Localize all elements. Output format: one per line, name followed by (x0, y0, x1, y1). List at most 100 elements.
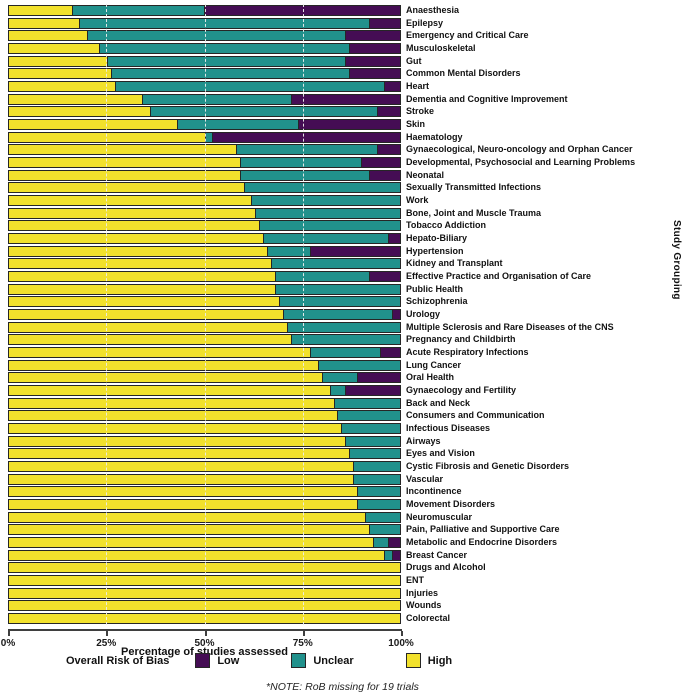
bar-segment-low (360, 157, 400, 167)
chart-row: Neuromuscular (8, 511, 678, 524)
bar-segment-high (9, 233, 264, 243)
bar-segment-high (9, 309, 283, 319)
bar-segment-unclear (356, 500, 400, 510)
bar-segment-high (9, 385, 330, 395)
bar-segment-unclear (98, 43, 350, 53)
row-label: Vascular (406, 473, 444, 484)
chart-row: Schizophrenia (8, 295, 678, 308)
bar-segment-high (9, 614, 400, 624)
row-label: Lung Cancer (406, 359, 462, 370)
row-label: Oral Health (406, 372, 455, 383)
row-label: Schizophrenia (406, 296, 468, 307)
stacked-bar (8, 55, 401, 67)
bar-segment-unclear (235, 145, 377, 155)
bar-segment-unclear (267, 246, 311, 256)
chart-row: Injuries (8, 587, 678, 600)
bar-segment-unclear (384, 550, 393, 560)
stacked-bar (8, 194, 401, 206)
stacked-bar (8, 613, 401, 625)
row-label: Stroke (406, 106, 435, 117)
bar-segment-high (9, 43, 99, 53)
chart-row: Sexually Transmitted Infections (8, 181, 678, 194)
bar-segment-low (388, 538, 400, 548)
bar-segment-high (9, 259, 271, 269)
bar-segment-high (9, 297, 279, 307)
row-label: Anaesthesia (406, 4, 460, 15)
bar-segment-low (384, 81, 400, 91)
bar-segment-low (376, 145, 400, 155)
row-label: Urology (406, 308, 441, 319)
bar-segment-high (9, 373, 322, 383)
chart-row: Urology (8, 308, 678, 321)
chart-row: Tobacco Addiction (8, 219, 678, 232)
row-label: Tobacco Addiction (406, 220, 486, 231)
stacked-bar (8, 207, 401, 219)
bar-segment-low (204, 5, 400, 15)
x-axis: 0% 25% 50% 75% 100% (1, 629, 414, 649)
chart-row: Gynaecology and Fertility (8, 384, 678, 397)
bar-segment-high (9, 81, 115, 91)
row-label: Metabolic and Endocrine Disorders (406, 537, 558, 548)
stacked-bar (8, 321, 401, 333)
chart-row: Common Mental Disorders (8, 67, 678, 80)
legend: Overall Risk of Bias Low Unclear High (66, 653, 504, 668)
bar-segment-low (356, 373, 400, 383)
chart-row: Heart (8, 80, 678, 93)
bar-segment-high (9, 462, 354, 472)
bar-segment-high (9, 246, 268, 256)
bar-segment-unclear (71, 5, 205, 15)
bar-segment-high (9, 132, 205, 142)
bar-segment-unclear (239, 157, 361, 167)
chart-row: Emergency and Critical Care (8, 29, 678, 42)
chart-row: Wounds (8, 600, 678, 613)
bar-segment-high (9, 119, 178, 129)
stacked-bar (8, 423, 401, 434)
chart-row: Kidney and Transplant (8, 257, 678, 270)
bar-segment-high (9, 525, 369, 535)
chart-row: Acute Respiratory Infections (8, 346, 678, 359)
bar-segment-unclear (356, 487, 400, 497)
stacked-bar (8, 334, 401, 346)
stacked-bar (8, 17, 401, 29)
chart-row: Anaesthesia (8, 4, 678, 17)
row-label: Gynaecological, Neuro-oncology and Orpha… (406, 144, 633, 155)
legend-label: Low (217, 654, 240, 667)
row-label: Haematology (406, 131, 463, 142)
stacked-bar (8, 156, 401, 168)
chart-row: Gynaecological, Neuro-oncology and Orpha… (8, 143, 678, 156)
bar-segment-unclear (274, 271, 369, 281)
legend-entry-low: Low (195, 653, 239, 668)
stacked-bar (8, 169, 401, 181)
x-tick (8, 631, 10, 636)
bar-segment-unclear (263, 233, 389, 243)
stacked-bar (8, 93, 401, 105)
row-label: Hypertension (406, 245, 464, 256)
bar-segment-low (380, 347, 400, 357)
stacked-bar (8, 384, 401, 396)
chart-rows: Anaesthesia Epilepsy Emergency and Critica… (8, 4, 678, 625)
bar-segment-low (388, 233, 400, 243)
bar-segment-low (310, 246, 400, 256)
bar-segment-high (9, 107, 150, 117)
bar-segment-high (9, 563, 400, 573)
row-label: Breast Cancer (406, 549, 468, 560)
row-label: Emergency and Critical Care (406, 30, 529, 41)
row-label: Musculoskeletal (406, 42, 476, 53)
note-text: *NOTE: RoB missing for 19 trials (266, 681, 419, 693)
row-label: Consumers and Communication (406, 410, 545, 421)
bar-segment-unclear (79, 18, 369, 28)
bar-segment-high (9, 94, 142, 104)
bar-segment-high (9, 322, 287, 332)
chart-row: Hypertension (8, 245, 678, 258)
chart-row: Haematology (8, 131, 678, 144)
bar-segment-high (9, 538, 373, 548)
stacked-bar (8, 346, 401, 358)
row-label: Cystic Fibrosis and Genetic Disorders (406, 461, 570, 472)
stacked-bar (8, 296, 401, 308)
y-axis-title: Study Grouping (671, 220, 682, 300)
chart-row: Public Health (8, 283, 678, 296)
chart-row: Epilepsy (8, 17, 678, 30)
bar-segment-low (345, 385, 400, 395)
bar-segment-unclear (274, 284, 400, 294)
chart-row: Stroke (8, 105, 678, 118)
